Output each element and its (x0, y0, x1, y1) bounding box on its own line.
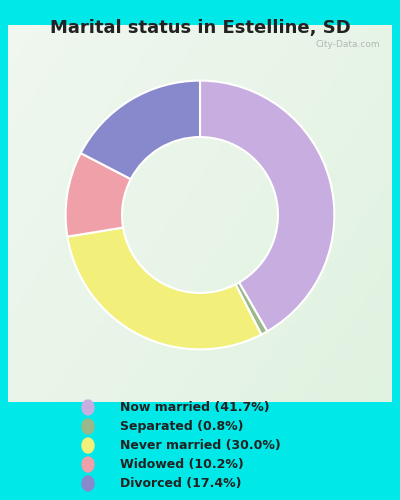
Wedge shape (200, 80, 334, 332)
Text: Widowed (10.2%): Widowed (10.2%) (120, 458, 244, 471)
Text: Marital status in Estelline, SD: Marital status in Estelline, SD (50, 19, 350, 37)
Wedge shape (66, 153, 131, 236)
Text: Now married (41.7%): Now married (41.7%) (120, 401, 270, 414)
Text: Never married (30.0%): Never married (30.0%) (120, 439, 281, 452)
Wedge shape (81, 80, 200, 179)
Text: Divorced (17.4%): Divorced (17.4%) (120, 477, 242, 490)
Wedge shape (236, 282, 267, 335)
Text: Separated (0.8%): Separated (0.8%) (120, 420, 244, 433)
Text: City-Data.com: City-Data.com (316, 40, 380, 49)
Wedge shape (67, 228, 261, 350)
